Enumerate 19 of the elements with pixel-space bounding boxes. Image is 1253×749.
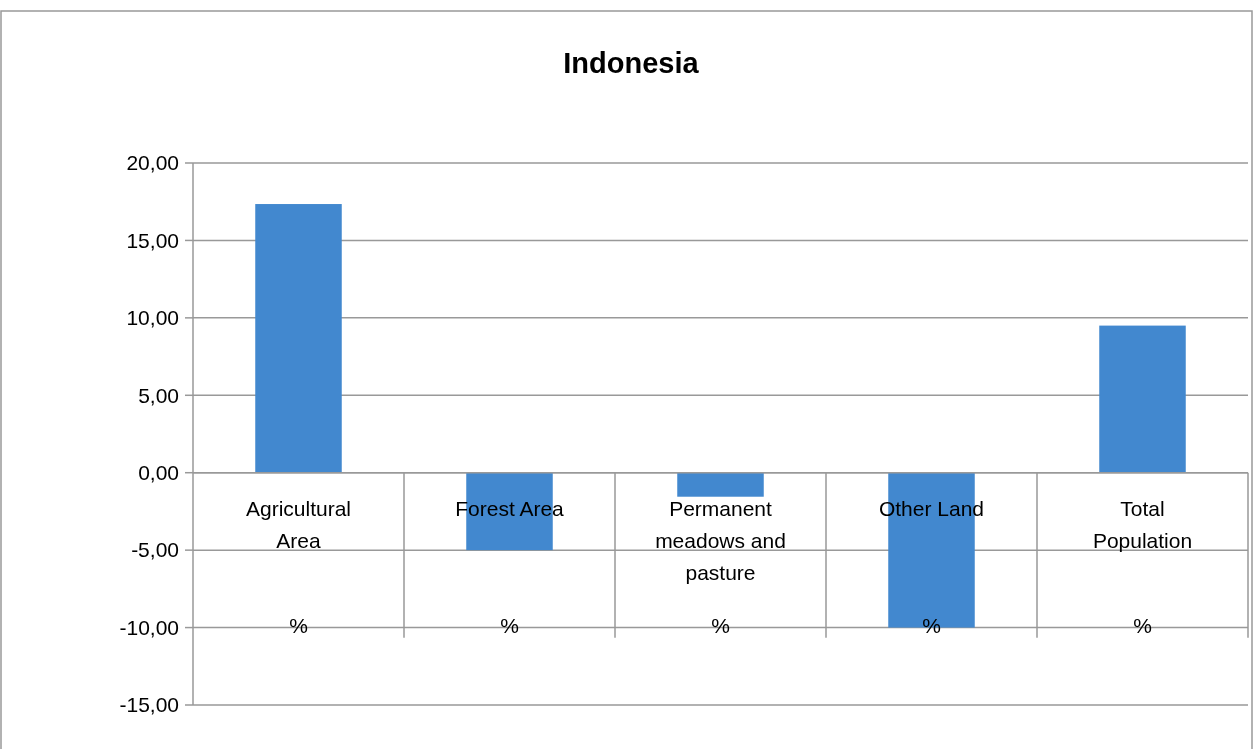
x-tick-label: Total Population (1092, 496, 1193, 552)
y-tick-label: -5,00 (131, 538, 179, 562)
y-tick-label: 5,00 (138, 383, 179, 407)
y-tick-label: 10,00 (126, 306, 179, 330)
annotation: % (289, 613, 308, 637)
x-tick-label: Permanent meadows and pasture (655, 496, 786, 584)
chart-title: Indonesia (563, 47, 700, 79)
y-tick-label: -15,00 (119, 693, 179, 717)
y-tick-label: -10,00 (119, 615, 179, 639)
bar (1099, 325, 1186, 473)
bar (255, 204, 342, 473)
annotation: % (500, 613, 519, 637)
y-tick-label: 0,00 (138, 461, 179, 485)
y-tick-label: 15,00 (126, 228, 179, 252)
annotation: % (1133, 613, 1152, 637)
annotation: % (711, 613, 730, 637)
x-tick-label: Agricultural Area (245, 496, 352, 552)
bar (677, 472, 764, 497)
y-tick-label: 20,00 (126, 151, 179, 175)
